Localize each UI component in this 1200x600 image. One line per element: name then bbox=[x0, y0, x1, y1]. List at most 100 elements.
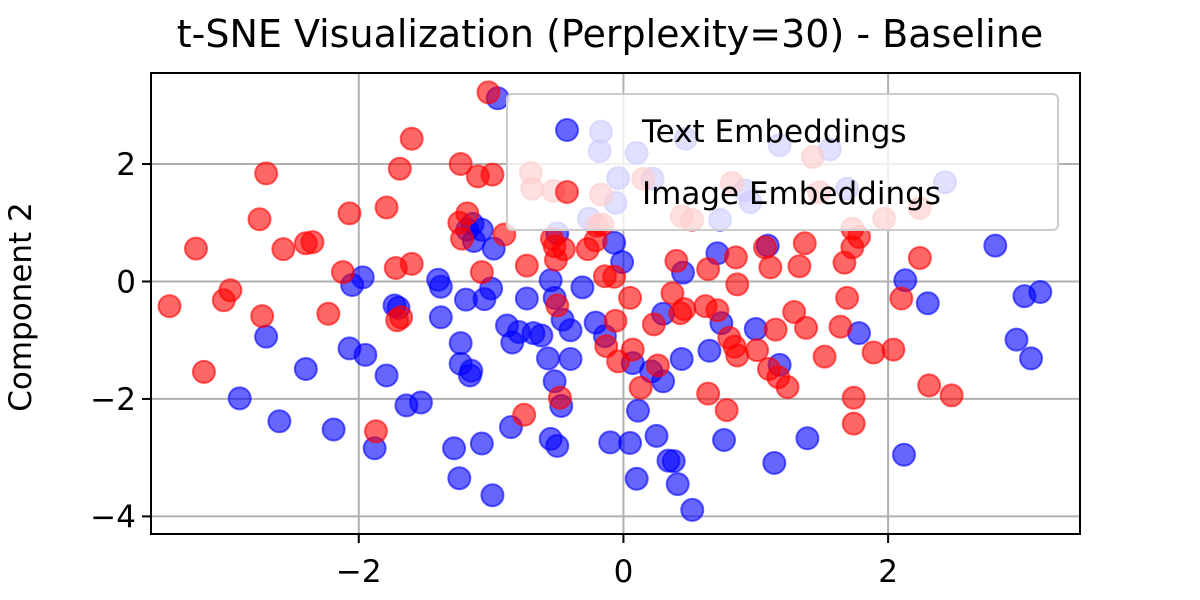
scatter-point bbox=[794, 315, 819, 340]
scatter-point bbox=[861, 340, 886, 365]
scatter-point bbox=[514, 286, 539, 311]
scatter-point bbox=[387, 156, 412, 181]
scatter-point bbox=[191, 359, 216, 384]
scatter-point bbox=[374, 195, 399, 220]
scatter-point bbox=[442, 436, 467, 461]
scatter-point bbox=[697, 338, 722, 363]
x-tick-label: 0 bbox=[614, 554, 634, 590]
scatter-point bbox=[723, 245, 748, 270]
y-tick-label: −2 bbox=[90, 382, 136, 418]
scatter-point bbox=[641, 312, 666, 337]
legend-marker-text-embeddings bbox=[555, 118, 579, 142]
scatter-point bbox=[472, 287, 497, 312]
scatter-point bbox=[545, 293, 570, 318]
scatter-point bbox=[714, 398, 739, 423]
scatter-point bbox=[745, 338, 770, 363]
scatter-point bbox=[558, 346, 583, 371]
scatter-point bbox=[428, 305, 453, 330]
scatter-point bbox=[828, 314, 853, 339]
scatter-point bbox=[753, 235, 778, 260]
scatter-point bbox=[618, 285, 643, 310]
scatter-point bbox=[665, 472, 690, 497]
scatter-point bbox=[254, 324, 279, 349]
scatter-point bbox=[254, 161, 279, 186]
scatter-point bbox=[408, 390, 433, 415]
scatter-point bbox=[881, 337, 906, 362]
scatter-point bbox=[620, 337, 645, 362]
scatter-point bbox=[598, 430, 623, 455]
scatter-point bbox=[293, 356, 318, 381]
scatter-point bbox=[763, 317, 788, 342]
scatter-point bbox=[476, 80, 501, 105]
scatter-point bbox=[644, 423, 669, 448]
x-tick-label: 2 bbox=[878, 554, 898, 590]
legend-label-text-embeddings: Text Embeddings bbox=[641, 114, 907, 150]
scatter-point bbox=[448, 331, 473, 356]
scatter-point bbox=[218, 278, 243, 303]
scatter-point bbox=[183, 236, 208, 261]
scatter-point bbox=[762, 450, 787, 475]
scatter-point bbox=[668, 301, 693, 326]
scatter-point bbox=[915, 291, 940, 316]
scatter-point bbox=[469, 260, 494, 285]
scatter-point bbox=[618, 430, 643, 455]
scatter-point bbox=[628, 375, 653, 400]
scatter-point bbox=[250, 304, 275, 329]
scatter-point bbox=[271, 237, 296, 262]
y-tick-label: 0 bbox=[116, 264, 136, 300]
scatter-point bbox=[337, 201, 362, 226]
scatter-point bbox=[696, 257, 721, 282]
scatter-point bbox=[247, 207, 272, 232]
scatter-point bbox=[907, 245, 932, 270]
scatter-point bbox=[480, 162, 505, 187]
legend: Text Embeddings Image Embeddings bbox=[506, 93, 1059, 231]
scatter-point bbox=[536, 346, 561, 371]
scatter-point bbox=[575, 237, 600, 262]
scatter-point bbox=[480, 483, 505, 508]
scatter-point bbox=[449, 226, 474, 251]
scatter-point bbox=[594, 334, 619, 359]
scatter-point bbox=[758, 255, 783, 280]
scatter-point bbox=[592, 264, 617, 289]
scatter-point bbox=[267, 409, 292, 434]
scatter-point bbox=[712, 428, 737, 453]
legend-box bbox=[506, 93, 1059, 231]
scatter-point bbox=[389, 305, 414, 330]
scatter-point bbox=[547, 385, 572, 410]
scatter-point bbox=[1019, 346, 1044, 371]
scatter-point bbox=[455, 201, 480, 226]
scatter-point bbox=[889, 286, 914, 311]
scatter-point bbox=[399, 126, 424, 151]
y-axis-label: Component 2 bbox=[3, 202, 39, 412]
scatter-point bbox=[448, 152, 473, 177]
scatter-point bbox=[545, 433, 570, 458]
scatter-point bbox=[353, 342, 378, 367]
scatter-point bbox=[374, 363, 399, 388]
scatter-point bbox=[469, 431, 494, 456]
scatter-point bbox=[841, 385, 866, 410]
scatter-point bbox=[321, 417, 346, 442]
scatter-point bbox=[725, 343, 750, 368]
scatter-point bbox=[624, 466, 649, 491]
legend-label-image-embeddings: Image Embeddings bbox=[642, 176, 941, 212]
scatter-point bbox=[300, 230, 325, 255]
scatter-point bbox=[705, 298, 730, 323]
legend-marker-image-embeddings bbox=[555, 180, 579, 204]
plot-frame bbox=[150, 72, 1081, 535]
scatter-point bbox=[661, 449, 686, 474]
scatter-point bbox=[939, 383, 964, 408]
scatter-point bbox=[457, 363, 482, 388]
scatter-point bbox=[775, 375, 800, 400]
scatter-point bbox=[917, 373, 942, 398]
scatter-point bbox=[514, 253, 539, 278]
scatter-point bbox=[645, 353, 670, 378]
scatter-point bbox=[835, 285, 860, 310]
scatter-point bbox=[891, 442, 916, 467]
scatter-point bbox=[529, 323, 554, 348]
scatter-point bbox=[157, 294, 182, 319]
scatter-point bbox=[983, 233, 1008, 258]
scatter-point bbox=[603, 308, 628, 333]
scatter-point bbox=[696, 381, 721, 406]
scatter-point bbox=[664, 248, 689, 273]
